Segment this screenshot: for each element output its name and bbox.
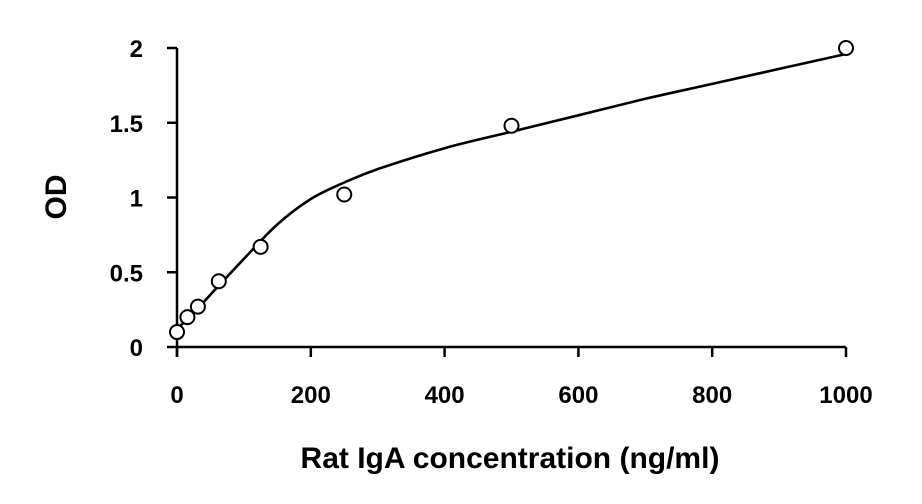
x-tick-label: 400: [425, 382, 465, 409]
data-point: [169, 324, 185, 341]
data-points: [169, 40, 854, 341]
data-point: [210, 273, 227, 290]
y-tick-label: 2: [130, 36, 143, 63]
y-tick-label: 1.5: [110, 111, 143, 138]
x-tick-label: 200: [291, 382, 331, 409]
data-point: [336, 186, 353, 203]
y-tick-label: 0.5: [110, 260, 143, 287]
data-point: [838, 40, 854, 56]
x-axis-ticks: 0 200 400 600 800 1000: [170, 347, 873, 409]
data-point: [252, 238, 269, 255]
y-tick-label: 0: [130, 335, 143, 362]
axes: [175, 48, 846, 357]
x-tick-label: 0: [170, 382, 183, 409]
y-axis-ticks: 0 0.5 1 1.5 2: [110, 36, 177, 362]
x-tick-label: 1000: [819, 382, 872, 409]
x-tick-label: 600: [558, 382, 598, 409]
y-axis-title: OD: [40, 175, 73, 220]
y-tick-label: 1: [130, 186, 143, 213]
data-point: [503, 117, 520, 134]
x-axis-title: Rat IgA concentration (ng/ml): [301, 442, 720, 475]
fit-curve: [176, 52, 847, 331]
data-point: [179, 309, 196, 326]
x-tick-label: 800: [692, 382, 732, 409]
data-point: [189, 298, 206, 315]
